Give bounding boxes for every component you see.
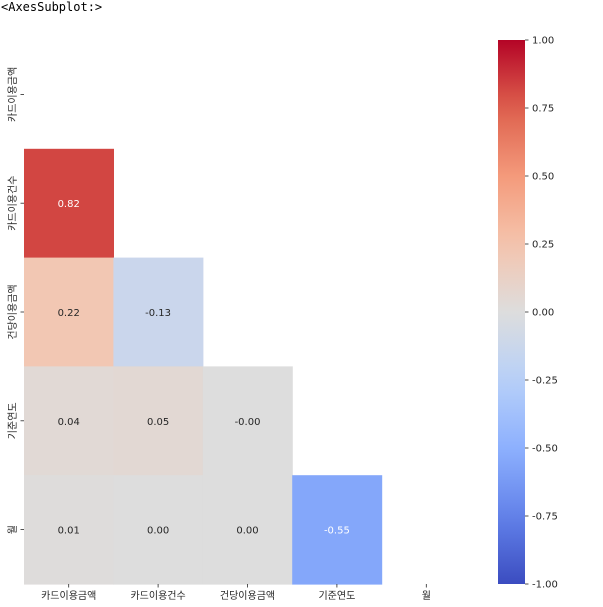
heatmap-cell bbox=[24, 257, 114, 367]
y-tick-label: 월 bbox=[7, 525, 19, 534]
heatmap-cell bbox=[113, 475, 204, 585]
cell-value-label: 0.82 bbox=[58, 199, 80, 210]
x-tick-label: 건당이용금액 bbox=[220, 590, 275, 602]
colorbar-tick-label: -0.25 bbox=[532, 376, 558, 387]
heatmap-cell bbox=[202, 475, 293, 585]
colorbar-tick-label: 0.50 bbox=[532, 172, 554, 183]
heatmap-cell bbox=[113, 257, 204, 367]
cell-value-label: 0.05 bbox=[147, 417, 169, 428]
colorbar-tick-label: -0.50 bbox=[532, 444, 558, 455]
x-tick-label: 기준연도 bbox=[318, 590, 355, 602]
colorbar-tick-label: 0.25 bbox=[532, 240, 554, 251]
colorbar-tick-label: 1.00 bbox=[532, 36, 554, 47]
cell-value-label: 0.04 bbox=[58, 417, 80, 428]
heatmap-cells: 0.82 0.22 -0.13 0.04 0.05 -0.00 0.01 0.00 0.00 -0… bbox=[24, 148, 383, 585]
x-tick-label: 카드이용금액 bbox=[41, 590, 96, 602]
colorbar-tick-label: -1.00 bbox=[532, 580, 558, 591]
cell-value-label: -0.13 bbox=[145, 308, 171, 319]
heatmap-cell bbox=[113, 366, 204, 476]
heatmap-cell bbox=[24, 475, 114, 585]
colorbar: 1.00 0.75 0.50 0.25 0.00 -0.25 -0.50 -0.75 -1.00 bbox=[498, 36, 558, 591]
x-axis-labels: 카드이용금액 카드이용건수 건당이용금액 기준연도 월 bbox=[41, 584, 431, 602]
cell-value-label: -0.55 bbox=[324, 526, 350, 537]
colorbar-gradient bbox=[498, 40, 525, 584]
cell-value-label: 0.00 bbox=[147, 526, 169, 537]
cell-value-label: 0.00 bbox=[236, 526, 258, 537]
cell-value-label: 0.22 bbox=[58, 308, 80, 319]
cell-value-label: -0.00 bbox=[235, 417, 261, 428]
x-tick-label: 월 bbox=[422, 590, 431, 602]
heatmap-cell bbox=[202, 366, 293, 476]
heatmap-cell bbox=[292, 475, 383, 585]
colorbar-tick-label: 0.75 bbox=[532, 104, 554, 115]
cell-value-label: 0.01 bbox=[58, 526, 80, 537]
y-tick-label: 기준연도 bbox=[7, 402, 19, 439]
x-tick-label: 카드이용건수 bbox=[130, 590, 185, 602]
output-label: <AxesSubplot:> bbox=[1, 0, 103, 14]
y-tick-label: 카드이용건수 bbox=[7, 176, 19, 231]
colorbar-tick-label: 0.00 bbox=[532, 308, 554, 319]
heatmap-cell bbox=[24, 366, 114, 476]
y-tick-label: 카드이용금액 bbox=[7, 67, 19, 122]
y-tick-label: 건당이용금액 bbox=[7, 284, 19, 339]
colorbar-tick-label: -0.75 bbox=[532, 512, 558, 523]
heatmap-cell bbox=[24, 148, 114, 259]
